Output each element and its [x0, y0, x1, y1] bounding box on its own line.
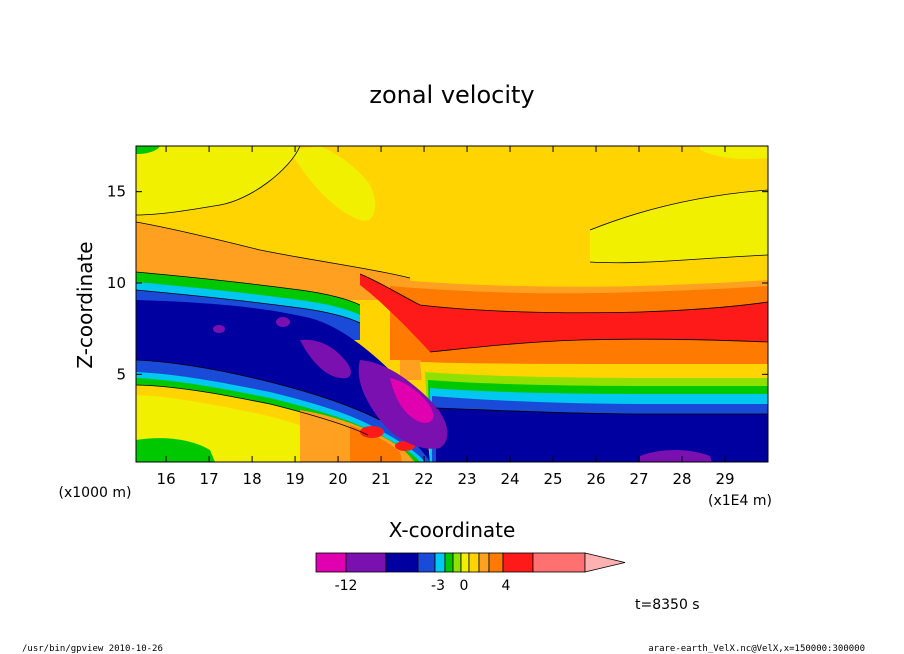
x-tick-label: 29	[715, 470, 734, 488]
x-tick-label: 16	[157, 470, 176, 488]
plot-area	[136, 146, 768, 462]
x-tick-label: 19	[286, 470, 305, 488]
x-tick-label: 21	[372, 470, 391, 488]
footer-right: arare-earth_VelX.nc@VelX,x=150000:300000	[648, 644, 865, 654]
time-label: t=8350 s	[635, 597, 700, 613]
field-purple-blob-small	[276, 317, 290, 327]
x-tick-label: 22	[415, 470, 434, 488]
colorbar-swatch	[315, 552, 347, 573]
colorbar-swatch	[502, 552, 534, 573]
field-green-corner	[136, 146, 160, 154]
colorbar-swatch	[460, 552, 470, 573]
field-red-blob-lower	[360, 426, 384, 438]
colorbar-swatch	[417, 552, 436, 573]
colorbar-labels: -12 -3 0 4	[335, 578, 511, 594]
field-yellow-upper-right	[590, 190, 768, 263]
contour-lines	[136, 146, 768, 436]
x-axis-label: X-coordinate	[389, 518, 516, 542]
colorbar-label: 4	[502, 578, 511, 594]
colorbar-extension-arrow	[584, 552, 626, 573]
colorbar-swatch	[434, 552, 446, 573]
x-tick-label: 26	[586, 470, 605, 488]
colorbar-swatch	[385, 552, 419, 573]
colorbar	[315, 552, 626, 573]
x-tick-label: 28	[672, 470, 691, 488]
x-tick-label: 25	[543, 470, 562, 488]
x-tick-label: 20	[329, 470, 348, 488]
x-tick-label: 23	[458, 470, 477, 488]
colorbar-swatch	[478, 552, 490, 573]
field-purple-blob-small-2	[213, 325, 225, 333]
y-tick-label: 10	[107, 274, 126, 292]
y-axis-label: Z-coordinate	[73, 241, 97, 368]
colorbar-label: 0	[460, 578, 469, 594]
colorbar-swatch	[452, 552, 462, 573]
field-yellow-upper-left	[136, 146, 300, 215]
x-unit-left: (x1000 m)	[59, 485, 132, 501]
field-yellow-top-right	[700, 146, 768, 160]
field-yellow-upper-mid	[290, 146, 376, 221]
field-purple-core-1	[300, 339, 352, 379]
field-magenta-core	[390, 378, 434, 423]
x-tick-label: 18	[243, 470, 262, 488]
colorbar-label: -3	[431, 578, 445, 594]
field-purple-bottom-right	[640, 450, 712, 462]
colorbar-swatch	[345, 552, 387, 573]
chart-title: zonal velocity	[369, 81, 534, 109]
x-tick-label: 24	[500, 470, 519, 488]
field-navy-right-lower	[436, 408, 768, 462]
x-tick-label: 17	[200, 470, 219, 488]
x-axis-ticks: 16 17 18 19 20 21 22 23 24 25 26 27 28 29	[157, 146, 735, 488]
colorbar-swatch	[468, 552, 480, 573]
x-unit-right: (x1E4 m)	[708, 493, 772, 509]
field-green-bottom-left	[136, 438, 215, 462]
plot-frame	[135, 145, 769, 463]
footer-left: /usr/bin/gpview 2010-10-26	[22, 644, 163, 654]
x-tick-label: 27	[629, 470, 648, 488]
y-axis-ticks: 5 10 15	[107, 183, 768, 383]
colorbar-label: -12	[335, 578, 358, 594]
colorbar-swatch	[444, 552, 454, 573]
y-tick-label: 5	[116, 365, 126, 383]
colorbar-swatch	[532, 552, 586, 573]
colorbar-swatch	[488, 552, 504, 573]
y-tick-label: 15	[107, 183, 126, 201]
